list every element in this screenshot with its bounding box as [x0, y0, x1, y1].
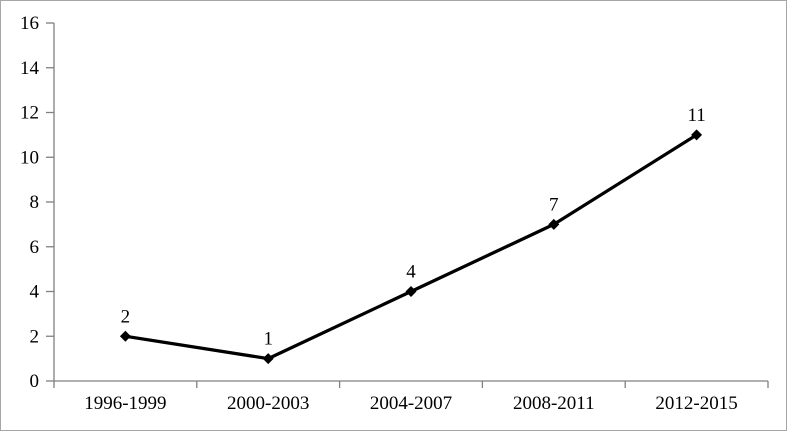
data-point-label: 1	[263, 329, 273, 350]
y-axis-tick-label: 4	[30, 282, 40, 303]
y-axis-tick-label: 0	[30, 371, 40, 392]
y-axis-tick-label: 8	[30, 192, 40, 213]
y-axis-tick-label: 2	[30, 326, 40, 347]
y-axis-tick-label: 14	[20, 58, 40, 79]
data-point-marker	[691, 129, 703, 141]
x-axis-category-label: 2000-2003	[227, 393, 309, 414]
y-axis-tick-label: 6	[30, 237, 40, 258]
data-point-marker	[405, 286, 417, 297]
data-point-marker	[119, 330, 131, 342]
data-point-label: 7	[549, 194, 559, 215]
data-series-line	[123, 133, 699, 361]
data-point-label: 4	[406, 262, 416, 283]
x-axis-category-label: 2004-2007	[370, 393, 452, 414]
x-axis-category-label: 1996-1999	[84, 393, 166, 414]
data-point-label: 2	[121, 306, 131, 327]
data-point-label: 11	[687, 105, 705, 126]
y-axis-tick-label: 12	[20, 103, 39, 124]
data-point-marker	[262, 353, 274, 365]
y-axis-tick-label: 16	[20, 13, 39, 34]
x-axis-category-label: 2012-2015	[655, 393, 737, 414]
x-axis-category-label: 2008-2011	[513, 393, 595, 414]
data-point-marker	[548, 218, 560, 230]
y-axis-tick-label: 10	[20, 147, 39, 168]
